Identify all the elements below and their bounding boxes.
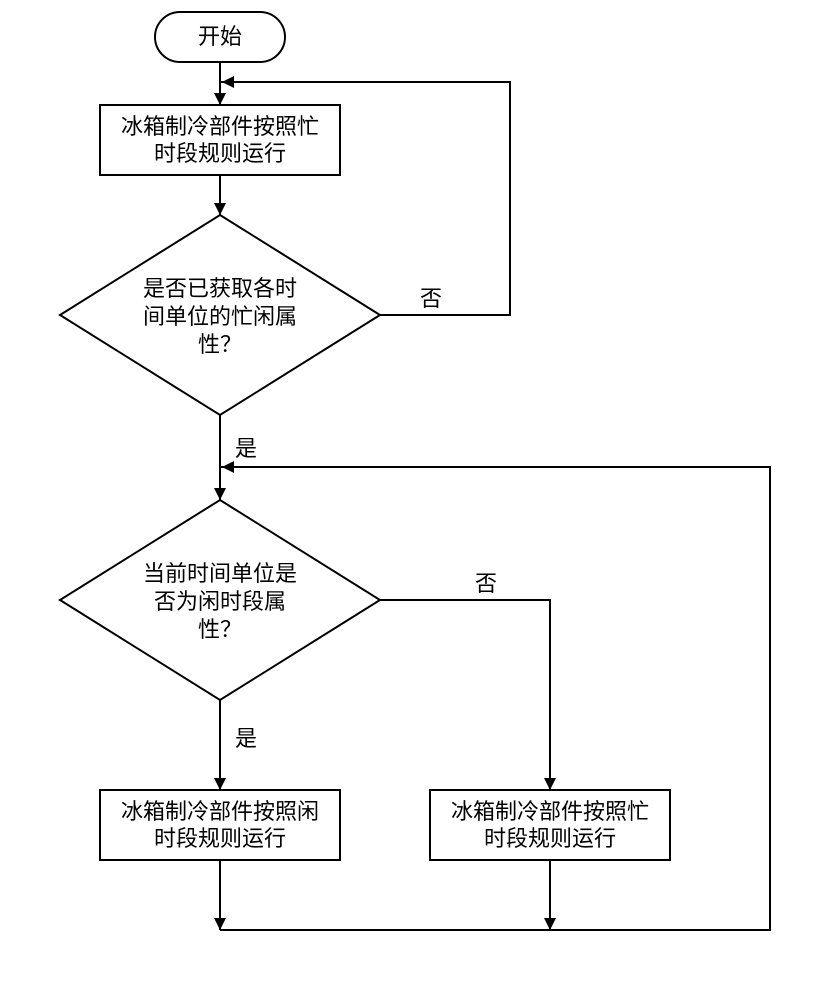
dec2-line2: 否为闲时段属 (154, 589, 286, 614)
start-label: 开始 (198, 24, 242, 49)
procBusy-line2: 时段规则运行 (484, 826, 616, 851)
dec2-yes-label: 是 (235, 726, 257, 751)
dec2-line3: 性？ (198, 617, 242, 642)
dec1-line3: 性？ (198, 332, 242, 357)
dec1-no-label: 否 (420, 286, 442, 311)
dec1-line1: 是否已获取各时 (143, 276, 297, 301)
procIdle-line2: 时段规则运行 (154, 826, 286, 851)
dec1-line2: 间单位的忙闲属 (143, 304, 297, 329)
procIdle-line1: 冰箱制冷部件按照闲 (121, 799, 319, 824)
dec2-line1: 当前时间单位是 (143, 561, 297, 586)
edge-dec2-no (380, 600, 550, 790)
dec1-yes-label: 是 (235, 436, 257, 461)
proc1-line1: 冰箱制冷部件按照忙 (121, 114, 319, 139)
proc1-line2: 时段规则运行 (154, 141, 286, 166)
dec2-no-label: 否 (475, 571, 497, 596)
procBusy-line1: 冰箱制冷部件按照忙 (451, 799, 649, 824)
